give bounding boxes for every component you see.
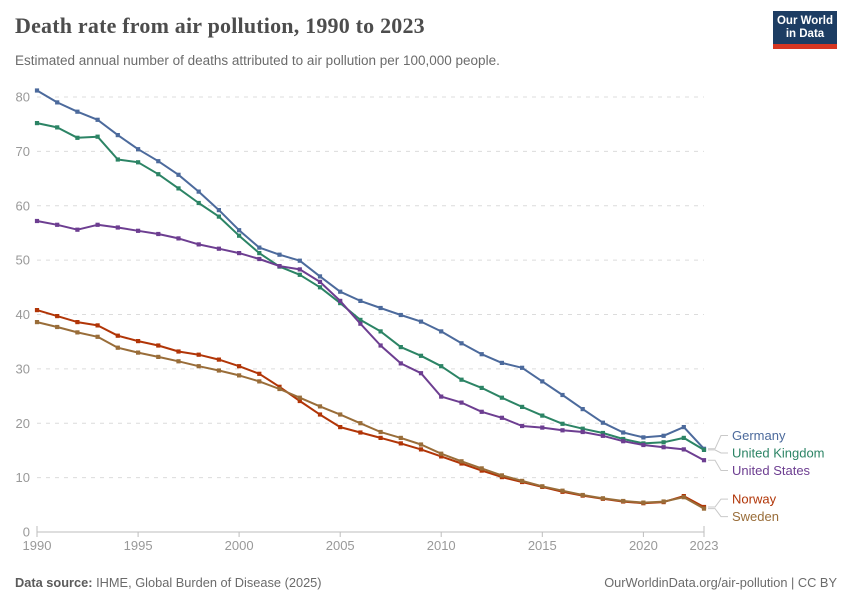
chart-subtitle: Estimated annual number of deaths attrib… (15, 53, 500, 68)
x-tick-label: 2023 (690, 538, 719, 553)
y-tick-label: 80 (16, 90, 30, 105)
y-tick-label: 10 (16, 470, 30, 485)
chart-footer: Data source: IHME, Global Burden of Dise… (15, 575, 837, 590)
data-source-text: IHME, Global Burden of Disease (2025) (92, 575, 322, 590)
y-tick-label: 0 (23, 525, 30, 540)
legend-connector-united-states (708, 459, 728, 471)
legend-label-united-states[interactable]: United States (732, 463, 811, 478)
y-tick-label: 40 (16, 307, 30, 322)
series-line-united-states[interactable] (36, 220, 705, 462)
x-tick-label: 2015 (528, 538, 557, 553)
owid-cc-link[interactable]: OurWorldinData.org/air-pollution | CC BY (604, 575, 837, 590)
owid-logo-line1: Our World (776, 14, 833, 27)
x-tick-label: 1990 (23, 538, 52, 553)
owid-logo-line2: in Data (785, 27, 825, 40)
x-tick-label: 1995 (124, 538, 153, 553)
series-line-sweden[interactable] (36, 321, 705, 510)
data-source: Data source: IHME, Global Burden of Dise… (15, 575, 322, 590)
series-markers-germany[interactable] (34, 88, 707, 451)
legend-label-sweden[interactable]: Sweden (732, 509, 779, 524)
legend-label-norway[interactable]: Norway (732, 492, 777, 507)
chart-title: Death rate from air pollution, 1990 to 2… (15, 13, 425, 38)
y-tick-label: 70 (16, 144, 30, 159)
y-tick-label: 20 (16, 416, 30, 431)
legend-connector-norway (708, 498, 728, 508)
series-markers-sweden[interactable] (34, 320, 707, 511)
legend-label-united-kingdom[interactable]: United Kingdom (732, 446, 825, 461)
series-markers-united-kingdom[interactable] (34, 121, 707, 452)
data-source-label: Data source: (15, 575, 93, 590)
series-markers-norway[interactable] (34, 308, 707, 510)
legend-connector-united-kingdom (708, 449, 728, 454)
series-markers-united-states[interactable] (34, 218, 707, 463)
y-tick-label: 30 (16, 361, 30, 376)
x-tick-label: 2010 (427, 538, 456, 553)
series-line-germany[interactable] (36, 89, 705, 450)
legend-connector-germany (708, 435, 728, 450)
legend-label-germany[interactable]: Germany (732, 428, 786, 443)
y-tick-label: 50 (16, 253, 30, 268)
x-tick-label: 2005 (326, 538, 355, 553)
owid-logo[interactable]: Our World in Data (773, 11, 837, 49)
legend-connector-sweden (708, 508, 728, 518)
series-line-united-kingdom[interactable] (36, 122, 705, 451)
x-tick-label: 2000 (225, 538, 254, 553)
y-tick-label: 60 (16, 198, 30, 213)
x-tick-label: 2020 (629, 538, 658, 553)
